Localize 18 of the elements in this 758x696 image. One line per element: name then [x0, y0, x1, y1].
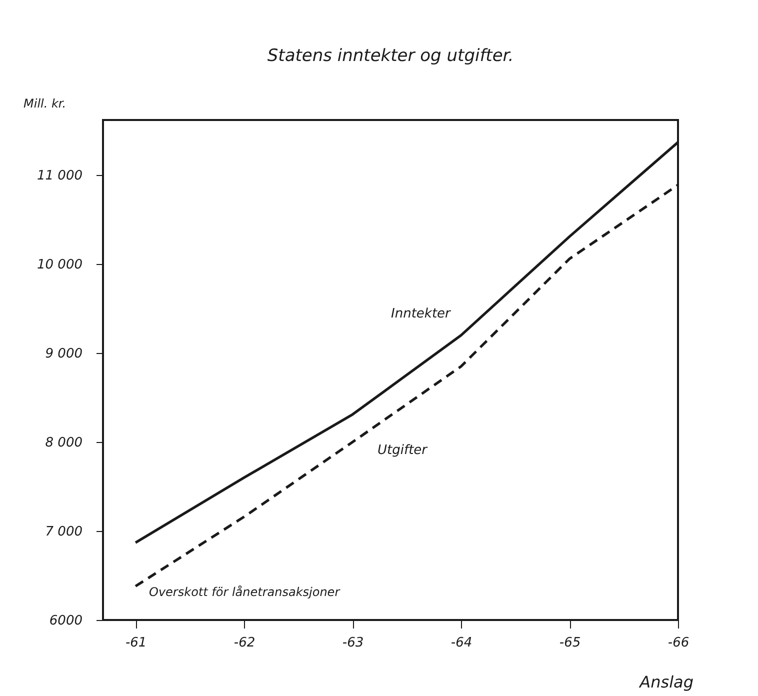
series-label: Utgifter — [378, 443, 429, 458]
x-tick-label: -65 — [559, 636, 581, 650]
y-tick-label: 8 000 — [45, 436, 82, 451]
series-label: Inntekter — [391, 306, 452, 322]
y-axis-title: Mill. kr. — [24, 96, 66, 110]
annotation: Overskott för lånetransaksjoner — [149, 585, 341, 599]
x-tick-label: -64 — [450, 636, 472, 650]
y-tick-label: 11 000 — [37, 168, 82, 184]
x-tick-label: -63 — [342, 636, 364, 650]
x-axis-title: Anslag — [638, 672, 694, 692]
y-tick-label: 6000 — [49, 614, 82, 628]
y-tick-label: 7 000 — [45, 524, 82, 540]
chart-title: Statens inntekter og utgifter. — [267, 46, 514, 66]
x-tick-label: -66 — [668, 636, 690, 650]
y-tick-label: 10 000 — [37, 258, 82, 273]
x-tick-label: -61 — [125, 636, 147, 650]
y-tick-label: 9 000 — [45, 346, 82, 362]
x-tick-label: -62 — [234, 636, 256, 650]
